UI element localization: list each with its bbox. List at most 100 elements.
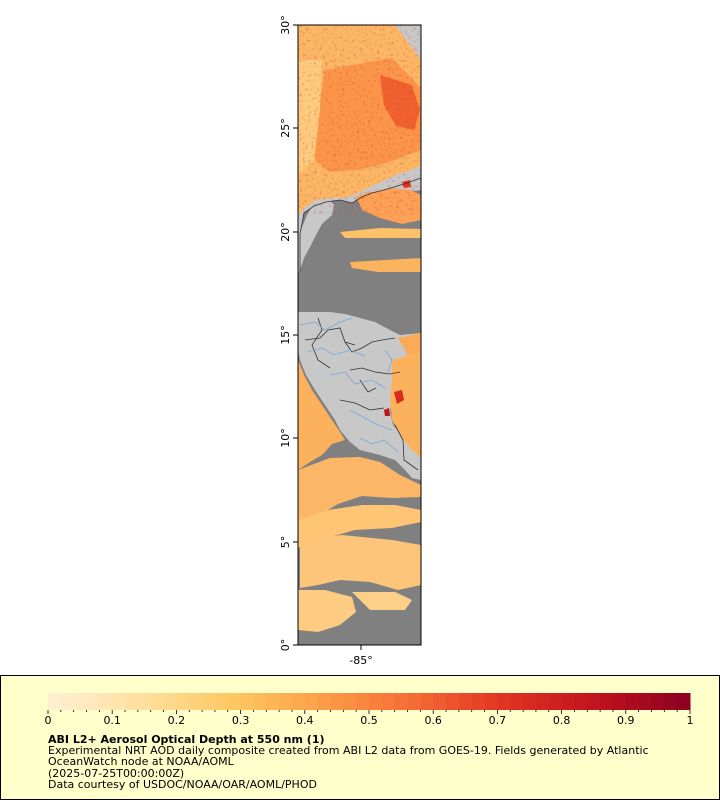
border-honduras-nicaragua: [349, 367, 401, 375]
colorbar-cell: [317, 693, 331, 710]
colorbar-cell: [253, 693, 267, 710]
legend-credit: Data courtesy of USDOC/NOAA/OAR/AOML/PHO…: [48, 778, 317, 791]
y-tick-label-15: 15°: [279, 325, 292, 345]
colorbar-cell: [189, 693, 203, 710]
map-figure: 30° 25° 20° 15° 10° 5° 0° -85°: [279, 15, 422, 667]
legend-date: (2025-07-25T00:00:00Z): [48, 767, 185, 780]
colorbar-cell: [446, 693, 460, 710]
legend-panel: 0 0.1 0.2 0.3 0.4 0.5 0.6 0.7 0.8 0.9 1 ABI L2+ Ae…: [0, 675, 720, 800]
colorbar-cell: [381, 693, 396, 710]
aod-pacific-band-1: [298, 457, 421, 528]
colorbar-cell: [510, 693, 524, 710]
river-6: [384, 349, 393, 373]
colorbar: 0 0.1 0.2 0.3 0.4 0.5 0.6 0.7 0.8 0.9 1: [45, 693, 694, 727]
colorbar-cell: [60, 693, 75, 710]
colorbar-cell: [163, 693, 177, 710]
colorbar-cell: [227, 693, 242, 710]
colorbar-cell: [202, 693, 216, 710]
y-tick-label-10: 10°: [279, 428, 292, 448]
colorbar-cell: [651, 693, 665, 710]
colorbar-cell: [638, 693, 652, 710]
yucatan-land: [298, 198, 334, 272]
colorbar-cell: [523, 693, 537, 710]
latitude-axis: 30° 25° 20° 15° 10° 5° 0°: [279, 15, 298, 651]
colorbar-tick-label: 1: [687, 714, 694, 727]
colorbar-cell: [612, 693, 627, 710]
colorbar-tick-label: 0.2: [168, 714, 186, 727]
colorbar-cell: [600, 693, 614, 710]
colorbar-cell: [587, 693, 601, 710]
aod-pacific-north: [298, 360, 345, 470]
colorbar-cell: [214, 693, 229, 710]
map-plot-area: [298, 25, 421, 645]
colorbar-cell: [137, 693, 152, 710]
colorbar-tick-label: 0.3: [232, 714, 250, 727]
colorbar-cell: [99, 693, 113, 710]
colorbar-tick-label: 0.7: [489, 714, 507, 727]
aod-caribbean-east: [398, 333, 421, 356]
colorbar-cell: [73, 693, 88, 710]
colorbar-cell: [420, 693, 434, 710]
river-3: [329, 371, 386, 389]
y-tick-label-5: 5°: [279, 536, 292, 549]
aod-panama-east: [390, 352, 421, 458]
political-boundaries: [299, 177, 421, 471]
y-tick-label-25: 25°: [279, 118, 292, 138]
river-4: [349, 409, 393, 431]
colorbar-cell: [369, 693, 383, 710]
aod-streak-1: [340, 228, 421, 238]
colorbar-tick-label: 0.6: [424, 714, 442, 727]
aod-pacific-band-3: [300, 535, 421, 590]
y-tick-label-30: 30°: [279, 15, 292, 35]
aod-hotspot-2: [394, 390, 404, 404]
colorbar-tick-label: 0.9: [617, 714, 635, 727]
central-america-land: [298, 312, 421, 480]
border-internal-2: [359, 379, 377, 393]
colorbar-tick-label: 0.4: [296, 714, 314, 727]
colorbar-cell: [407, 693, 421, 710]
border-panama-colombia: [394, 424, 419, 471]
coastline-gulf: [299, 177, 421, 272]
colorbar-cell: [484, 693, 498, 710]
colorbar-cell: [176, 693, 190, 710]
colorbar-cell: [343, 693, 357, 710]
colorbar-cell: [240, 693, 254, 710]
y-tick-label-0: 0°: [279, 639, 292, 652]
aod-pacific-south-2: [352, 592, 412, 610]
aod-pacific-south-1: [298, 590, 356, 632]
colorbar-tick-label: 0.8: [553, 714, 571, 727]
border-internal-1: [311, 317, 331, 369]
colorbar-cell: [497, 693, 511, 710]
colorbar-cell: [677, 693, 691, 710]
colorbar-cell: [330, 693, 344, 710]
colorbar-cell: [304, 693, 319, 710]
colorbar-cell: [664, 693, 678, 710]
y-tick-label-20: 20°: [279, 222, 292, 242]
colorbar-cells: [48, 693, 691, 710]
colorbar-cell: [574, 693, 588, 710]
colorbar-cell: [112, 693, 126, 710]
colorbar-cell: [471, 693, 486, 710]
river-2: [307, 347, 366, 357]
border-mexico-guatemala: [304, 327, 356, 346]
aod-hotspot-3: [384, 408, 390, 416]
colorbar-cell: [561, 693, 575, 710]
aod-streak-2: [350, 258, 421, 272]
colorbar-cell: [394, 693, 409, 710]
colorbar-tick-label: 0.5: [360, 714, 378, 727]
colorbar-cell: [150, 693, 165, 710]
colorbar-cell: [548, 693, 563, 710]
colorbar-cell: [356, 693, 370, 710]
legend-title: ABI L2+ Aerosol Optical Depth at 550 nm …: [48, 733, 325, 746]
rivers: [299, 317, 399, 453]
colorbar-tick-label: 0.1: [103, 714, 121, 727]
river-5: [359, 437, 399, 453]
colorbar-cell: [266, 693, 280, 710]
aod-speckle-texture: [298, 25, 421, 215]
colorbar-cell: [291, 693, 306, 710]
colorbar-cell: [535, 693, 550, 710]
x-tick-label-85w: -85°: [349, 654, 372, 667]
river-1: [299, 317, 353, 331]
colorbar-cell: [48, 693, 62, 710]
colorbar-cell: [86, 693, 100, 710]
